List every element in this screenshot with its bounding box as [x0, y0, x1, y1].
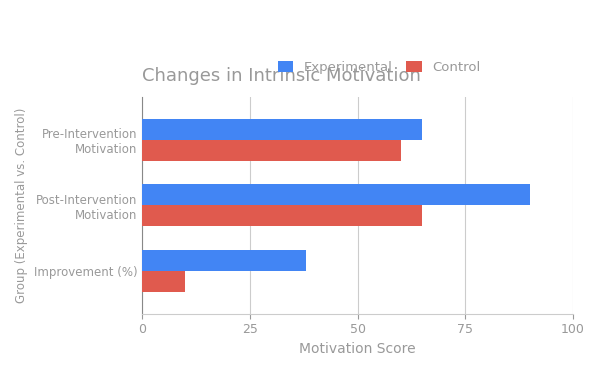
Legend: Experimental, Control: Experimental, Control [272, 56, 486, 80]
Bar [142, 119, 422, 140]
Bar [142, 271, 185, 292]
Y-axis label: Group (Experimental vs. Control): Group (Experimental vs. Control) [15, 108, 28, 303]
Text: Changes in Intrinsic Motivation: Changes in Intrinsic Motivation [142, 66, 421, 85]
Bar [142, 184, 530, 206]
Bar [142, 206, 422, 226]
Bar [142, 250, 306, 271]
X-axis label: Motivation Score: Motivation Score [299, 342, 416, 356]
Bar [142, 140, 401, 161]
